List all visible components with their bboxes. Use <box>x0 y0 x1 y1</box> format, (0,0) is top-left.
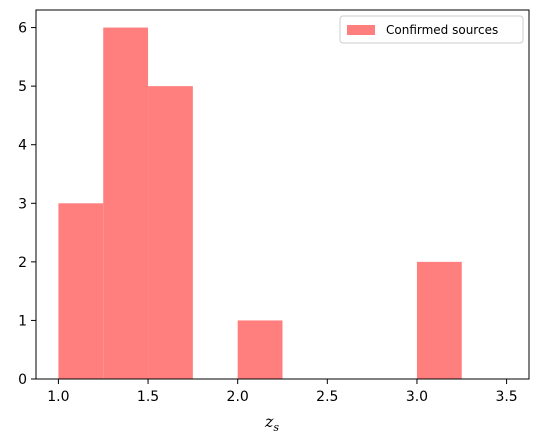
y-tick-label: 0 <box>18 372 27 388</box>
legend: Confirmed sources <box>339 15 524 44</box>
bars-group <box>58 27 462 380</box>
histogram-bar-2 <box>148 86 193 380</box>
y-tick-label: 4 <box>18 138 27 154</box>
x-tick-label: 1.5 <box>137 389 159 405</box>
legend-label: Confirmed sources <box>386 23 498 37</box>
x-tick-label: 1.0 <box>47 389 69 405</box>
histogram-bar-1 <box>103 27 149 379</box>
y-axis-ticks: 0 1 2 3 4 5 6 <box>18 21 36 388</box>
y-tick-label: 5 <box>18 79 27 95</box>
plot-frame <box>35 9 530 380</box>
legend-swatch <box>347 25 375 35</box>
y-tick-label: 6 <box>18 21 27 37</box>
y-tick-label: 1 <box>18 313 27 329</box>
histogram-bar-4 <box>237 320 283 379</box>
y-tick-label: 3 <box>18 196 27 212</box>
x-tick-label: 2.5 <box>316 389 338 405</box>
y-tick-label: 2 <box>18 255 27 271</box>
legend-box <box>339 15 524 44</box>
x-tick-label: 3.5 <box>495 389 517 405</box>
x-axis-label-main: z <box>264 412 274 431</box>
x-axis-ticks: 1.0 1.5 2.0 2.5 3.0 3.5 <box>47 379 518 405</box>
x-tick-label: 2.0 <box>227 389 249 405</box>
x-axis-label-subscript: s <box>273 421 279 434</box>
histogram-bar-0 <box>58 203 104 379</box>
x-tick-label: 3.0 <box>406 389 428 405</box>
histogram-bar-8 <box>416 261 462 379</box>
x-axis-label: zs <box>264 412 279 434</box>
